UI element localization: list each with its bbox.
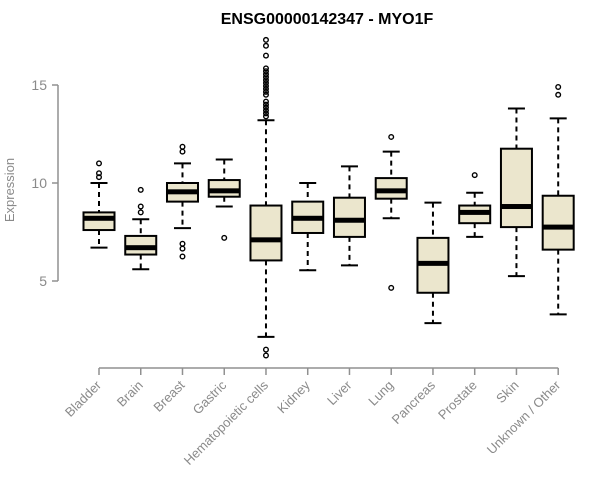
outlier-point [262,101,269,108]
box-prostate [458,172,492,238]
outlier-point [179,253,186,260]
outlier-point [262,82,269,89]
outlier-point [555,91,562,98]
outlier-point [137,209,144,216]
box-kidney [291,182,325,272]
median-line [208,188,240,194]
median-line [166,189,198,195]
outlier-point [179,245,186,252]
median-line [333,217,365,223]
box-gastric [207,158,241,241]
outlier-point [262,107,269,114]
x-tick-label: Prostate [435,378,480,423]
iqr-box [82,211,116,232]
outlier-point [262,110,269,117]
median-line [375,188,407,194]
chart-title: ENSG00000142347 - MYO1F [221,11,434,28]
box-skin [499,107,533,278]
outlier-point [262,352,269,359]
median-line [500,204,532,210]
median-line [417,260,449,266]
boxes-layer [82,36,575,359]
box-pancreas [416,201,450,325]
box-lung [374,133,408,291]
iqr-box [249,204,283,262]
median-line [83,215,115,221]
x-tick-label: Lung [365,378,396,409]
outlier-point [262,85,269,92]
outlier-point [179,143,186,150]
outlier-point [137,203,144,210]
box-brain [124,186,158,271]
outlier-point [262,42,269,49]
median-line [125,245,157,251]
iqr-box [332,196,366,238]
outlier-point [262,98,269,105]
outlier-point [262,36,269,43]
y-tick-label: 15 [31,77,47,93]
x-tick-label: Unknown / Other [484,377,564,457]
box-unknown-other [541,83,575,316]
x-tick-label: Kidney [274,377,313,416]
median-line [542,224,574,230]
outlier-point [262,77,269,84]
outlier-point [262,113,269,120]
box-hematopoietic-cells [249,36,283,359]
median-line [250,237,282,243]
outlier-point [179,240,186,247]
outlier-point [95,160,102,167]
x-tick-label: Bladder [62,377,105,420]
outlier-point [262,91,269,98]
iqr-box [541,194,575,251]
outlier-point [262,52,269,59]
x-tick-label: Pancreas [389,377,439,427]
outlier-point [471,172,478,179]
outlier-point [262,80,269,87]
x-tick-label: Breast [150,377,187,414]
outlier-point [137,186,144,193]
outlier-point [388,133,395,140]
x-tick-label: Skin [493,378,521,406]
outlier-point [262,346,269,353]
box-liver [332,165,366,267]
outlier-point [388,284,395,291]
outlier-point [179,148,186,155]
outlier-point [262,71,269,78]
x-tick-label: Brain [114,378,146,410]
outlier-point [262,88,269,95]
iqr-box [499,147,533,229]
y-tick-label: 5 [39,273,47,289]
outlier-point [262,65,269,72]
y-axis-label: Expression [2,158,17,222]
median-line [459,209,491,215]
outlier-point [95,170,102,177]
box-bladder [82,160,116,249]
x-tick-label: Gastric [190,377,230,417]
outlier-point [221,234,228,241]
median-line [292,215,324,221]
x-tick-label: Liver [324,377,355,408]
y-tick-label: 10 [31,175,47,191]
outlier-point [262,104,269,111]
outlier-point [555,83,562,90]
box-breast [165,143,199,260]
outlier-point [262,68,269,75]
outlier-point [262,74,269,81]
